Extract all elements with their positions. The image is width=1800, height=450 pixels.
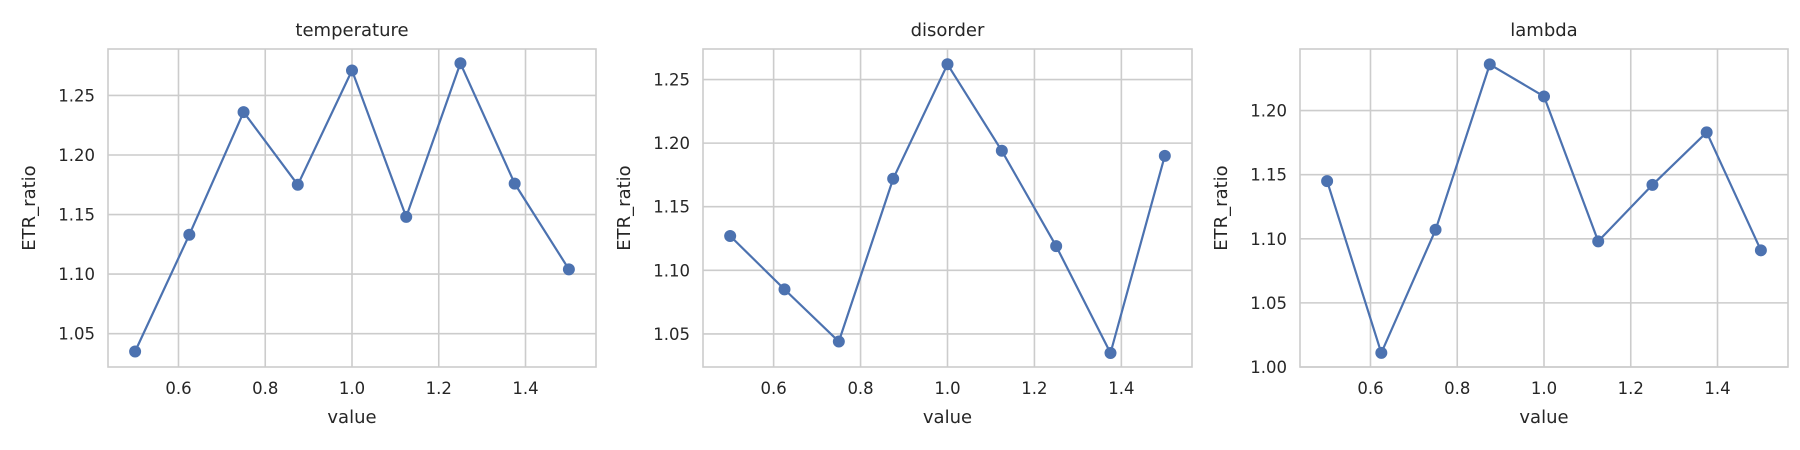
y-tick-label: 1.20 <box>1250 102 1287 121</box>
y-tick-label: 1.15 <box>58 206 95 225</box>
data-point <box>183 228 196 241</box>
data-point <box>1050 240 1063 253</box>
y-tick-label: 1.10 <box>653 261 690 280</box>
x-tick-label: 0.6 <box>1357 379 1383 398</box>
chart-panel-temperature: 0.6 0.8 1.0 1.2 1.4 1.05 1.10 1.15 1.20 1.25 tempe… <box>19 20 597 428</box>
x-tick-label: 1.0 <box>339 379 365 398</box>
x-tick-label: 0.8 <box>1444 379 1470 398</box>
data-point <box>1646 178 1659 191</box>
data-point <box>291 178 304 191</box>
x-tick-label: 0.6 <box>165 379 191 398</box>
data-point <box>400 210 413 223</box>
y-tick-label: 1.25 <box>653 71 690 90</box>
y-tick-label: 1.15 <box>653 198 690 217</box>
y-tick-label: 1.15 <box>1250 166 1287 185</box>
data-point <box>1158 149 1171 162</box>
data-point <box>1104 347 1117 360</box>
chart-title: disorder <box>911 20 985 41</box>
x-axis-label: value <box>327 407 376 428</box>
data-point <box>346 64 358 77</box>
y-tick-label: 1.20 <box>653 134 690 153</box>
x-tick-label: 0.8 <box>847 379 873 398</box>
data-point <box>941 58 954 71</box>
y-tick-label: 1.05 <box>653 325 690 344</box>
chart-panel-disorder: 0.6 0.8 1.0 1.2 1.4 1.05 1.10 1.15 1.20 1.25 disor… <box>614 20 1193 428</box>
chart-title: lambda <box>1510 20 1577 41</box>
data-point <box>778 283 791 296</box>
y-axis-label: ETR_ratio <box>614 165 635 250</box>
y-tick-label: 1.10 <box>1250 230 1287 249</box>
y-tick-label: 1.20 <box>58 146 95 165</box>
data-point <box>1592 235 1605 248</box>
y-tick-label: 1.05 <box>58 325 95 344</box>
chart-panel-lambda: 0.6 0.8 1.0 1.2 1.4 1.00 1.05 1.10 1.15 1.20 lambd… <box>1211 20 1789 428</box>
data-point <box>237 106 250 119</box>
x-tick-label: 1.0 <box>934 379 960 398</box>
data-point <box>1429 223 1442 236</box>
data-point <box>995 144 1008 157</box>
x-tick-label: 0.6 <box>761 379 787 398</box>
data-point <box>724 229 737 242</box>
y-tick-label: 1.00 <box>1250 358 1287 377</box>
x-tick-label: 1.4 <box>1704 379 1730 398</box>
data-point <box>1321 175 1334 188</box>
y-axis-label: ETR_ratio <box>1211 165 1232 250</box>
y-axis-label: ETR_ratio <box>19 165 40 250</box>
x-tick-label: 1.4 <box>512 379 538 398</box>
x-axis-label: value <box>1519 407 1568 428</box>
chart-title: temperature <box>295 20 408 41</box>
data-point <box>129 345 142 358</box>
x-tick-label: 1.4 <box>1108 379 1134 398</box>
data-point <box>454 57 467 70</box>
y-tick-label: 1.25 <box>58 86 95 105</box>
x-tick-label: 1.2 <box>1021 379 1047 398</box>
x-axis-label: value <box>923 407 972 428</box>
y-tick-label: 1.05 <box>1250 294 1287 313</box>
data-point <box>508 177 521 190</box>
data-point <box>887 172 900 185</box>
data-point <box>1754 244 1767 257</box>
x-tick-label: 1.0 <box>1531 379 1557 398</box>
data-point <box>1375 346 1388 359</box>
x-tick-label: 0.8 <box>252 379 278 398</box>
y-tick-label: 1.10 <box>58 265 95 284</box>
data-point <box>1700 126 1713 139</box>
data-point <box>562 263 575 276</box>
x-tick-label: 1.2 <box>426 379 452 398</box>
data-point <box>1483 58 1496 71</box>
data-point <box>832 335 845 348</box>
x-tick-label: 1.2 <box>1618 379 1644 398</box>
data-point <box>1538 90 1550 103</box>
